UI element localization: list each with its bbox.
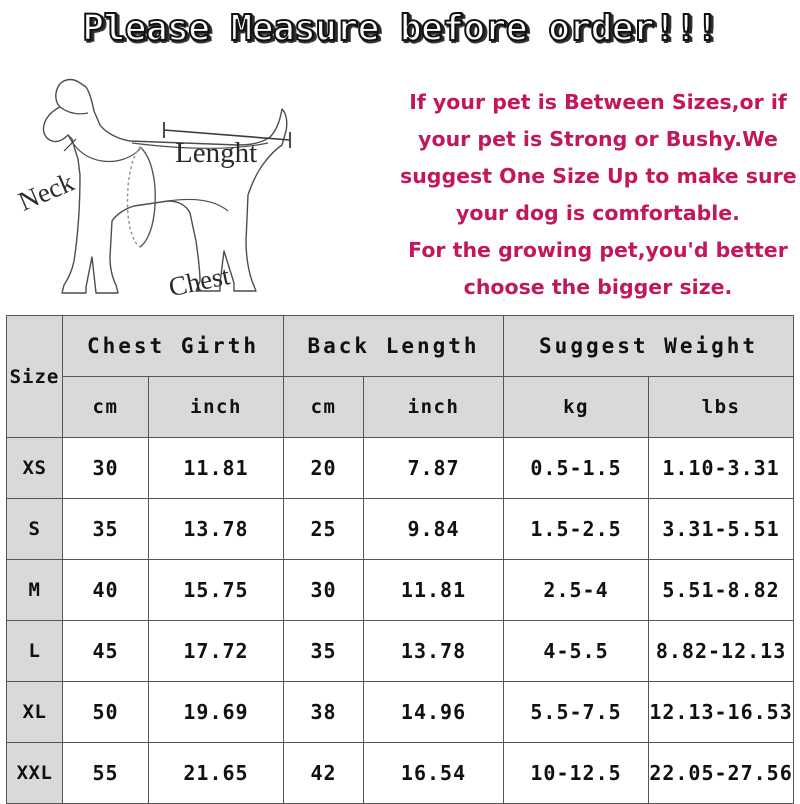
cell-back-cm: 38 (283, 681, 365, 743)
cell-weight-lbs: 12.13-16.53 (648, 681, 795, 743)
table-header-row-groups: Size Chest Girth Back Length Suggest Wei… (6, 315, 795, 438)
cell-back-cm: 25 (283, 498, 365, 560)
cell-chest-inch: 17.72 (147, 620, 285, 682)
cell-back-cm: 30 (283, 559, 365, 621)
cell-weight-kg: 4-5.5 (503, 620, 650, 682)
cell-weight-lbs: 5.51-8.82 (648, 559, 795, 621)
table-body: XS 30 11.81 20 7.87 0.5-1.5 1.10-3.31 S … (6, 437, 795, 804)
cell-back-inch: 11.81 (363, 559, 505, 621)
table-row: L 45 17.72 35 13.78 4-5.5 8.82-12.13 (6, 620, 795, 682)
cell-chest-cm: 30 (62, 437, 149, 499)
cell-weight-lbs: 3.31-5.51 (648, 498, 795, 560)
header-chest-girth-inch: inch (147, 376, 285, 438)
table-row: S 35 13.78 25 9.84 1.5-2.5 3.31-5.51 (6, 498, 795, 560)
cell-weight-lbs: 8.82-12.13 (648, 620, 795, 682)
header-weight-kg: kg (503, 376, 650, 438)
header-chest-girth: Chest Girth (61, 315, 285, 377)
cell-chest-cm: 45 (62, 620, 149, 682)
cell-chest-cm: 50 (62, 681, 149, 743)
header-chest-girth-cm: cm (62, 376, 149, 438)
notice-line: choose the bigger size. (463, 275, 733, 299)
cell-back-cm: 42 (283, 742, 365, 804)
cell-weight-kg: 10-12.5 (503, 742, 650, 804)
table-row: XL 50 19.69 38 14.96 5.5-7.5 12.13-16.53 (6, 681, 795, 743)
header-size: Size (6, 315, 63, 438)
cell-chest-inch: 11.81 (147, 437, 285, 499)
dog-outline-icon (42, 78, 291, 294)
cell-weight-lbs: 1.10-3.31 (648, 437, 795, 499)
cell-size: XXL (6, 742, 63, 804)
cell-back-inch: 13.78 (363, 620, 505, 682)
cell-back-inch: 16.54 (363, 742, 505, 804)
cell-weight-kg: 1.5-2.5 (503, 498, 650, 560)
cell-chest-inch: 21.65 (147, 742, 285, 804)
table-row: XS 30 11.81 20 7.87 0.5-1.5 1.10-3.31 (6, 437, 795, 499)
table-row: XXL 55 21.65 42 16.54 10-12.5 22.05-27.5… (6, 742, 795, 804)
header-weight-lbs: lbs (648, 376, 795, 438)
table-row: M 40 15.75 30 11.81 2.5-4 5.51-8.82 (6, 559, 795, 621)
page-title: Please Measure before order!!! (81, 7, 719, 50)
notice-line: your pet is Strong or Bushy.We (418, 127, 778, 151)
cell-back-inch: 14.96 (363, 681, 505, 743)
cell-size: L (6, 620, 63, 682)
cell-chest-inch: 15.75 (147, 559, 285, 621)
table-header: Size Chest Girth Back Length Suggest Wei… (6, 315, 795, 438)
cell-size: XS (6, 437, 63, 499)
cell-back-inch: 7.87 (363, 437, 505, 499)
cell-weight-kg: 5.5-7.5 (503, 681, 650, 743)
cell-chest-inch: 13.78 (147, 498, 285, 560)
cell-back-cm: 35 (283, 620, 365, 682)
cell-size: S (6, 498, 63, 560)
cell-size: M (6, 559, 63, 621)
cell-weight-kg: 2.5-4 (503, 559, 650, 621)
sizing-notice: If your pet is Between Sizes,or if your … (400, 84, 797, 306)
cell-chest-cm: 35 (62, 498, 149, 560)
size-chart-table: Size Chest Girth Back Length Suggest Wei… (6, 315, 795, 804)
cell-chest-cm: 40 (62, 559, 149, 621)
length-measure-bar (163, 122, 291, 148)
notice-line: suggest One Size Up to make sure (400, 164, 797, 188)
diagram-label-length: Lenght (175, 137, 258, 169)
header-back-length: Back Length (283, 315, 505, 377)
header-suggest-weight: Suggest Weight (503, 315, 795, 377)
cell-size: XL (6, 681, 63, 743)
header-back-length-inch: inch (363, 376, 505, 438)
dog-measurement-diagram: Neck Lenght Chest (0, 55, 400, 315)
notice-line: your dog is comfortable. (456, 201, 740, 225)
cell-chest-cm: 55 (62, 742, 149, 804)
size-chart-table-container: Size Chest Girth Back Length Suggest Wei… (6, 315, 795, 804)
header-back-length-cm: cm (283, 376, 365, 438)
cell-back-cm: 20 (283, 437, 365, 499)
table-header-row-units: cm inch cm inch kg lbs (7, 376, 795, 438)
notice-line: If your pet is Between Sizes,or if (409, 90, 787, 114)
title-bar: Please Measure before order!!! (0, 7, 800, 64)
cell-weight-kg: 0.5-1.5 (503, 437, 650, 499)
notice-line: For the growing pet,you'd better (408, 238, 788, 262)
cell-weight-lbs: 22.05-27.56 (648, 742, 795, 804)
cell-chest-inch: 19.69 (147, 681, 285, 743)
cell-back-inch: 9.84 (363, 498, 505, 560)
